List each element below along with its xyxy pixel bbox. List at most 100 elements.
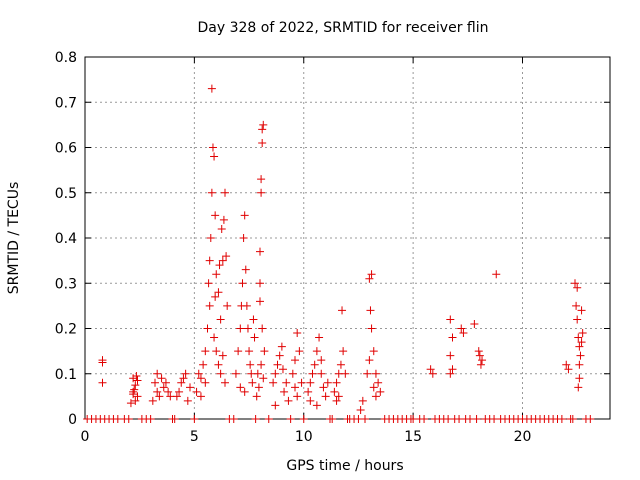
chart-title: Day 328 of 2022, SRMTID for receiver fli…	[198, 20, 489, 36]
data-point	[179, 374, 188, 383]
data-point	[98, 378, 107, 387]
data-point	[271, 401, 280, 410]
data-point	[259, 374, 268, 383]
data-points	[83, 84, 595, 423]
data-point	[293, 392, 302, 401]
data-point	[194, 369, 203, 378]
data-point	[577, 306, 586, 315]
data-point	[212, 270, 221, 279]
data-point-zero	[190, 415, 199, 423]
data-point	[243, 324, 252, 333]
y-axis-label: SRMTID / TECUs	[6, 182, 22, 295]
data-point-zero	[170, 415, 179, 423]
data-point-zero	[328, 415, 337, 423]
data-point	[474, 347, 483, 356]
data-point	[177, 378, 186, 387]
data-point	[218, 256, 227, 265]
data-point	[363, 369, 372, 378]
data-point-zero	[361, 415, 369, 423]
data-point	[257, 360, 266, 369]
data-point	[236, 324, 245, 333]
data-point	[210, 152, 219, 161]
data-point	[573, 315, 582, 324]
data-point	[208, 143, 217, 152]
data-point	[196, 392, 205, 401]
data-point	[211, 292, 220, 301]
data-point	[153, 387, 162, 396]
data-point	[293, 329, 302, 338]
y-tick-label: 0.1	[55, 367, 77, 383]
data-point	[241, 265, 250, 274]
data-point	[336, 360, 345, 369]
x-tick-label: 5	[190, 429, 199, 445]
data-point	[207, 188, 216, 197]
data-point	[161, 378, 170, 387]
data-point	[131, 381, 140, 390]
data-point	[205, 301, 214, 310]
x-tick-labels: 0 5 10 15 20	[81, 429, 532, 445]
data-point	[291, 356, 299, 365]
data-point	[284, 396, 293, 405]
data-point	[204, 279, 213, 288]
data-point	[155, 392, 164, 401]
data-point	[459, 329, 468, 338]
data-point	[245, 347, 254, 356]
data-point	[249, 315, 258, 324]
data-point	[562, 360, 571, 369]
data-point	[369, 347, 378, 356]
data-point	[376, 387, 385, 396]
data-point	[356, 405, 365, 414]
data-point	[317, 356, 326, 365]
y-tick-label: 0.2	[55, 322, 77, 338]
data-point	[205, 256, 214, 265]
y-tick-label: 0.5	[55, 186, 77, 202]
data-point	[271, 369, 280, 378]
data-point	[211, 211, 220, 220]
data-point	[246, 360, 255, 369]
data-point	[574, 383, 583, 392]
data-point-zero	[472, 415, 481, 423]
data-point	[334, 392, 343, 401]
data-point	[365, 274, 374, 283]
data-point	[576, 351, 585, 360]
data-point	[175, 387, 184, 396]
data-point	[306, 396, 315, 405]
data-point	[217, 224, 226, 233]
data-point	[374, 378, 383, 387]
data-point	[240, 387, 249, 396]
data-point	[310, 360, 319, 369]
data-point	[367, 270, 376, 279]
data-point	[199, 360, 208, 369]
data-point	[312, 401, 321, 410]
data-point	[371, 369, 380, 378]
data-point	[312, 347, 321, 356]
data-point	[239, 234, 248, 242]
data-point	[304, 387, 313, 396]
data-point	[330, 387, 339, 396]
data-point	[366, 306, 375, 315]
data-point	[306, 378, 315, 387]
data-point	[126, 399, 135, 408]
data-point	[574, 333, 583, 342]
data-point	[332, 396, 341, 405]
data-point	[446, 315, 455, 324]
data-point	[201, 378, 210, 387]
data-point	[132, 372, 141, 381]
data-point	[297, 378, 306, 387]
data-point-zero	[557, 415, 566, 423]
data-point-zero	[420, 415, 429, 423]
data-point	[295, 347, 304, 356]
data-point	[291, 383, 299, 392]
data-point	[253, 369, 262, 378]
data-point	[183, 396, 192, 405]
data-point	[358, 396, 367, 405]
data-point	[223, 301, 232, 310]
data-point	[242, 301, 251, 310]
data-point	[207, 84, 216, 93]
data-point	[367, 324, 376, 333]
data-point	[278, 365, 287, 374]
data-point	[260, 347, 269, 356]
data-point	[212, 347, 221, 356]
data-point	[238, 279, 247, 288]
data-point	[254, 383, 263, 392]
